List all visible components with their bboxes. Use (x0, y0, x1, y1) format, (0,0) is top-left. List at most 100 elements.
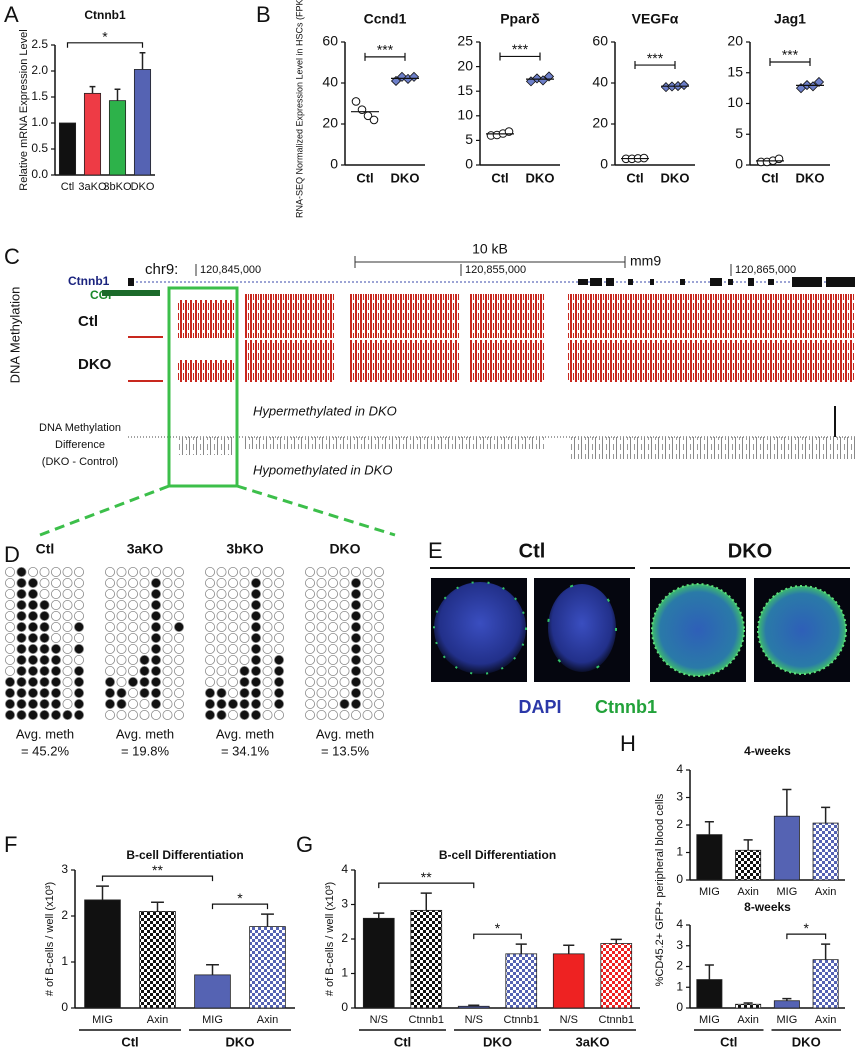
genome-track: C 10 kB mm9 chr9: 120,845,000 120,855,00… (4, 241, 855, 537)
cpg-site (350, 710, 361, 721)
cpg-site (27, 567, 38, 578)
avg-label: Avg. meth (316, 726, 374, 741)
avg-value: = 13.5% (321, 743, 370, 758)
cpg-site (173, 567, 184, 578)
zoom-line (39, 484, 170, 537)
cpg-site (105, 622, 116, 633)
cpg-site (350, 666, 361, 677)
cpg-site (51, 688, 62, 699)
y-tick-label: 20 (457, 57, 473, 73)
cpg-site (339, 611, 350, 622)
cpg-site (204, 589, 215, 600)
cpg-site (373, 644, 384, 655)
cpg-site (327, 644, 338, 655)
hyper-label: Hypermethylated in DKO (253, 403, 397, 418)
x-tick-label: MIG (92, 1014, 113, 1026)
cpg-site (239, 633, 250, 644)
y-tick-label: 2 (61, 908, 68, 922)
x-tick-label: MIG (776, 1014, 797, 1026)
cpg-site (62, 699, 73, 710)
cpg-site (339, 666, 350, 677)
sig-bracket (769, 57, 811, 66)
cpg-site (139, 666, 150, 677)
y-tick-label: 25 (457, 33, 473, 49)
cpg-site (327, 611, 338, 622)
cpg-site (216, 677, 227, 688)
cpg-site (16, 666, 27, 677)
cpg-site (5, 666, 15, 677)
cpg-site (105, 710, 116, 721)
cpg-site (250, 644, 261, 655)
cpg-site (204, 611, 215, 622)
cpg-site (273, 622, 284, 633)
cpg-site (304, 611, 315, 622)
y-tick-label: 20 (322, 115, 338, 131)
sig-label: * (804, 920, 810, 936)
y-tick-label: 10 (457, 107, 473, 123)
cpg-site (139, 600, 150, 611)
coordinate: 120,865,000 (735, 264, 796, 276)
cpg-site (216, 666, 227, 677)
exons (128, 277, 855, 287)
cpg-site (316, 622, 327, 633)
cell (651, 583, 745, 677)
chart-title: 4-weeks (744, 744, 791, 758)
y-tick-label: 1 (61, 954, 68, 968)
cpg-site (339, 655, 350, 666)
cpg-site (316, 589, 327, 600)
cpg-site (173, 622, 184, 633)
y-tick-label: 2 (676, 959, 683, 973)
group-label: DKO (792, 1034, 821, 1049)
cpg-site (16, 710, 27, 721)
cpg-site (162, 622, 173, 633)
x-tick-label: Axin (815, 1014, 836, 1026)
coordinate: 120,855,000 (465, 264, 526, 276)
cpg-site (62, 666, 73, 677)
x-tick-label: 3aKO (78, 181, 107, 193)
cpg-site (227, 633, 238, 644)
cpg-site (16, 699, 27, 710)
point (369, 115, 379, 125)
cpg-site (116, 567, 127, 578)
cpg-site (273, 666, 284, 677)
cpg-site (51, 644, 62, 655)
bar (812, 959, 839, 1009)
sig-label: * (495, 920, 501, 936)
cpg-site (173, 589, 184, 600)
zoom-line (236, 484, 396, 537)
y-tick-label: 3 (676, 790, 683, 804)
cpg-site (27, 655, 38, 666)
cpg-site (250, 589, 261, 600)
cpg-site (139, 699, 150, 710)
cpg-site (139, 677, 150, 688)
y-tick-label: 0 (735, 156, 743, 172)
cpg-site (273, 688, 284, 699)
cpg-site (16, 589, 27, 600)
cpg-site (227, 688, 238, 699)
cpg-site (116, 699, 127, 710)
error-bar (206, 964, 219, 975)
y-tick-label: 4 (676, 917, 683, 931)
cpg-site (39, 655, 50, 666)
cpg-site (373, 710, 384, 721)
cpg-site (262, 699, 273, 710)
cpg-site (316, 567, 327, 578)
cpg-site (27, 677, 38, 688)
cpg-site (127, 589, 138, 600)
cpg-site (5, 688, 15, 699)
cpg-site (173, 710, 184, 721)
cpg-site (227, 710, 238, 721)
cell (757, 585, 847, 675)
cpg-site (362, 710, 373, 721)
cpg-site (51, 589, 62, 600)
cpg-site (51, 578, 62, 589)
cpg-site (362, 677, 373, 688)
chart-title: 8-weeks (744, 900, 791, 914)
panel-letter: E (428, 538, 443, 563)
y-tick-label: 3 (341, 897, 348, 911)
cpg-site (262, 688, 273, 699)
cpg-site (62, 688, 73, 699)
sig-bracket (211, 903, 269, 910)
chart-title: VEGFα (632, 11, 679, 27)
